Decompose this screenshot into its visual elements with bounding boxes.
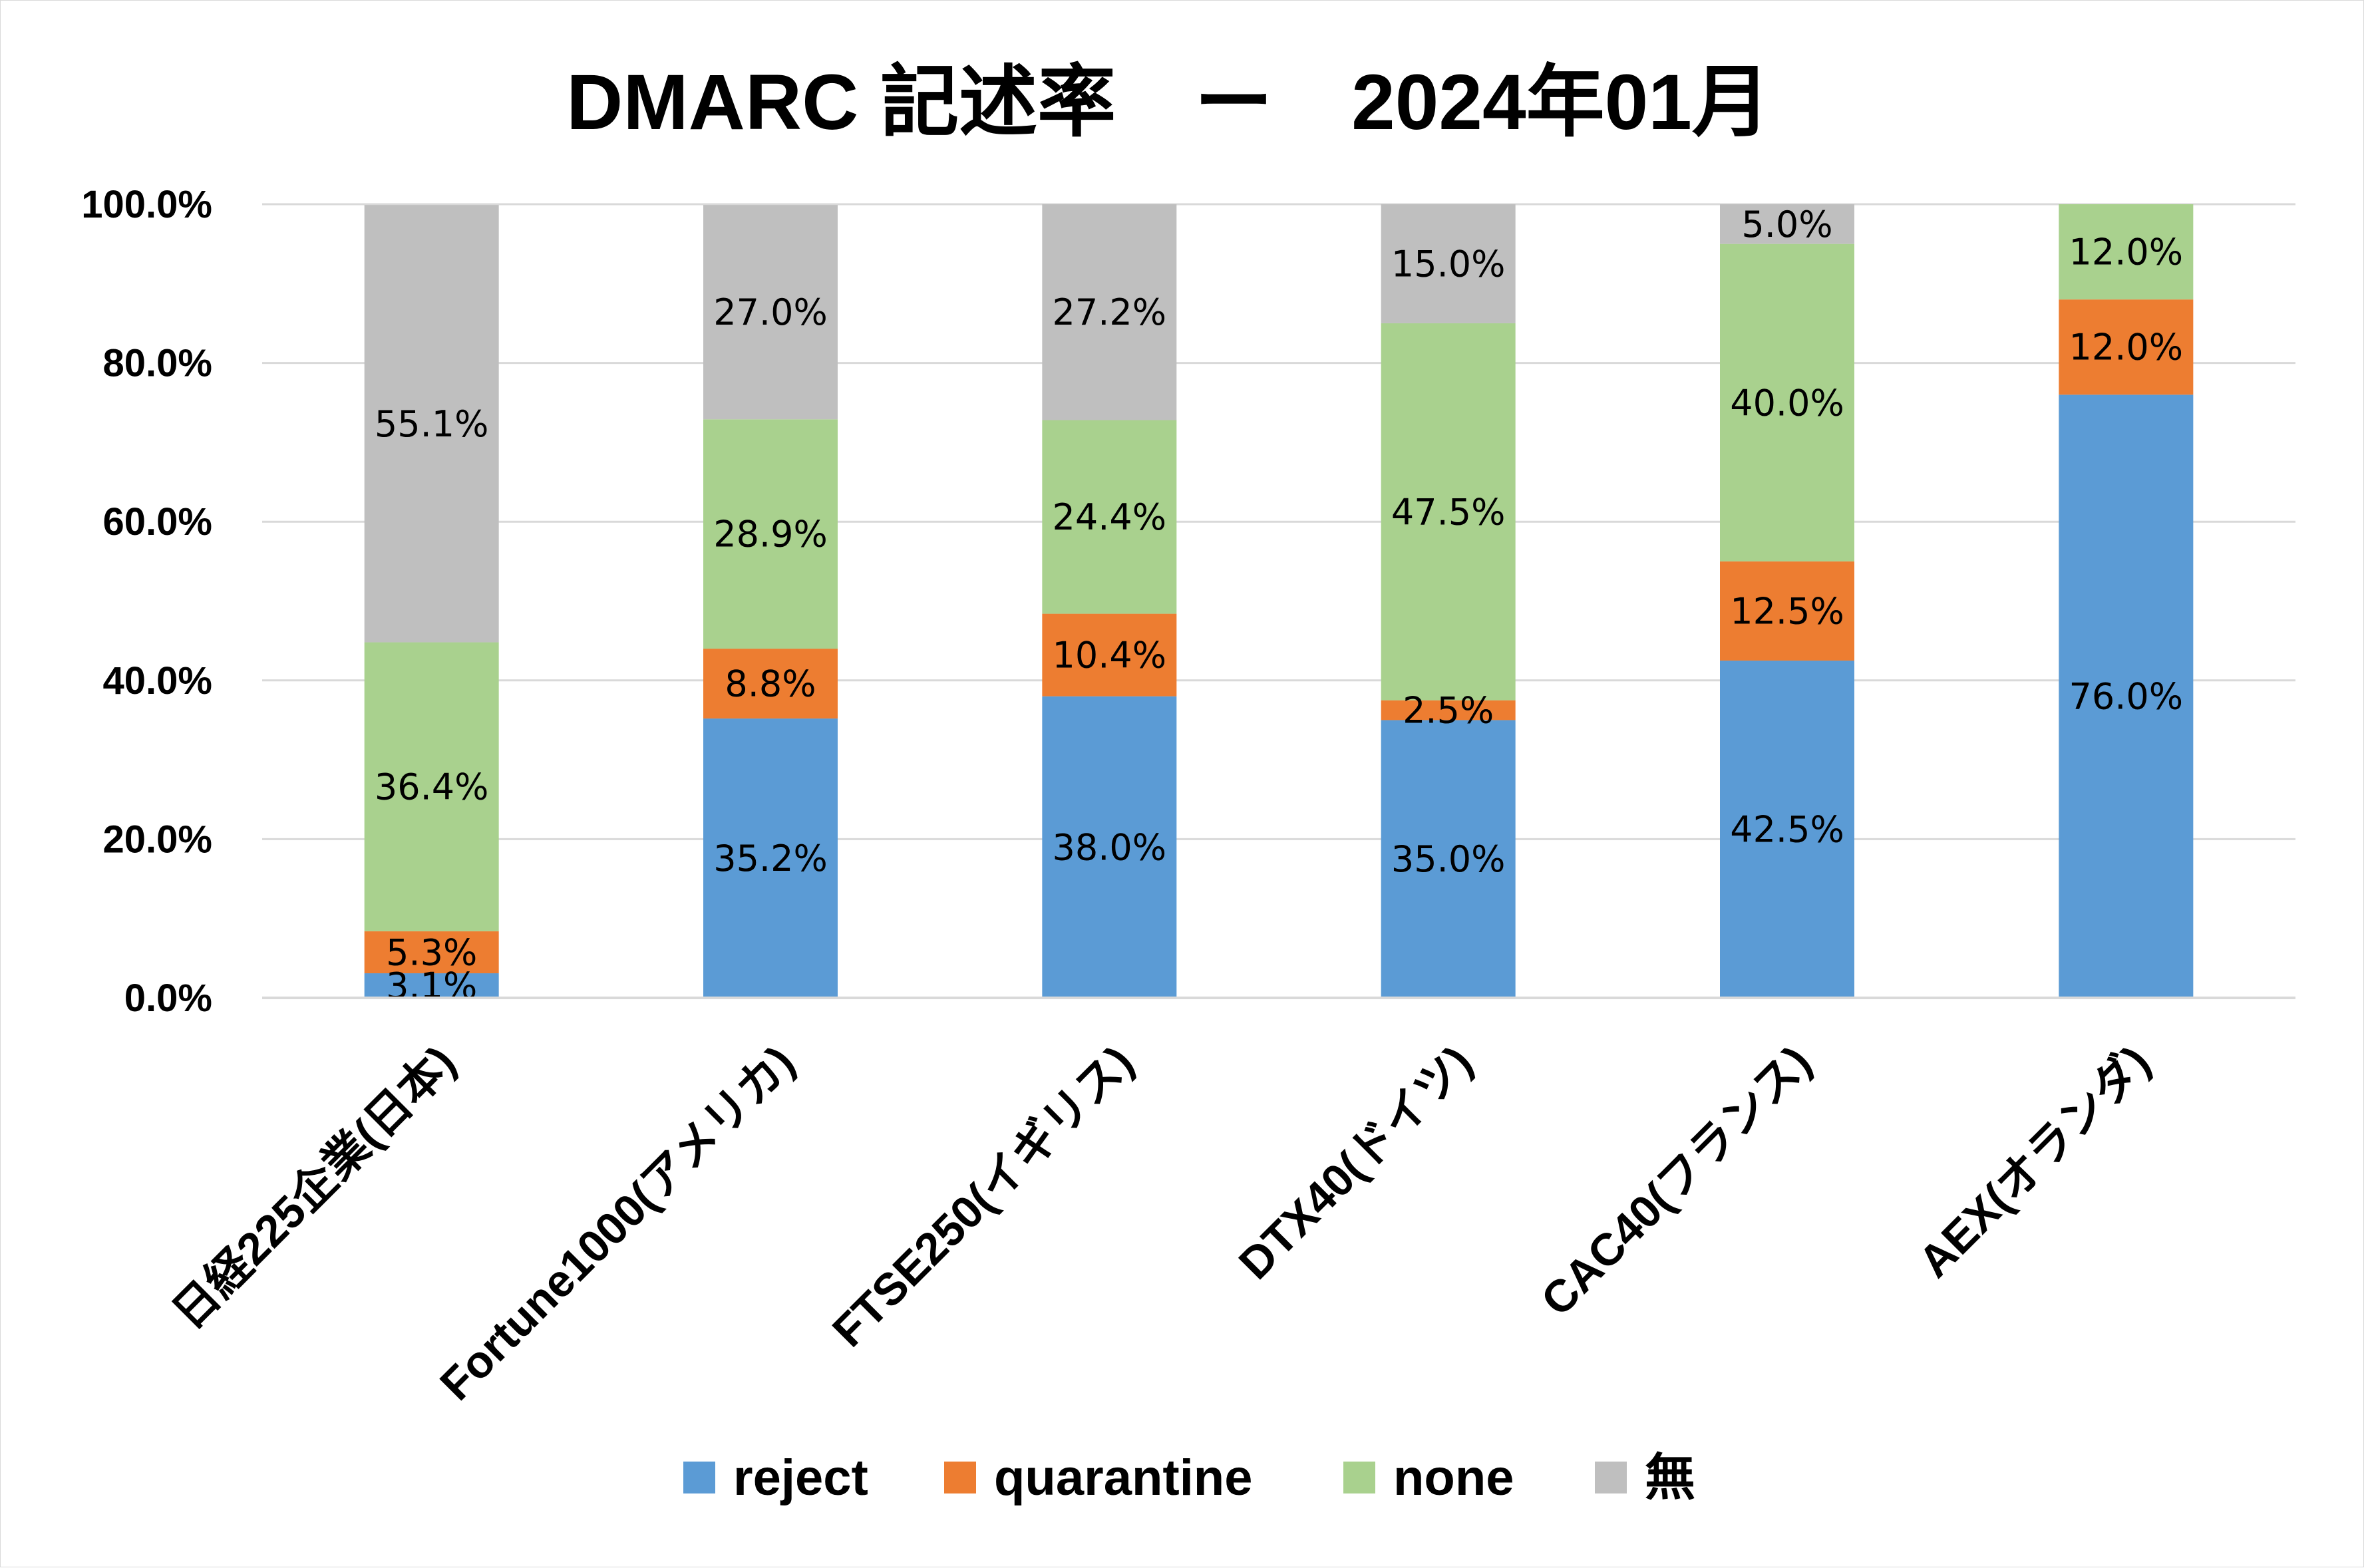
x-tick-label: AEX(オランダ) bbox=[1909, 1036, 2160, 1287]
x-tick-label: CAC40(フランス) bbox=[1532, 1036, 1821, 1326]
bar-segment-none bbox=[364, 642, 499, 931]
data-label: 27.0% bbox=[713, 291, 828, 333]
legend-swatch-none bbox=[1343, 1462, 1375, 1493]
data-label: 36.4% bbox=[375, 766, 489, 808]
bar-segment-reject bbox=[703, 718, 838, 998]
data-label: 47.5% bbox=[1391, 491, 1506, 533]
data-label: 12.0% bbox=[2069, 232, 2184, 273]
legend: reject quarantine none 無 bbox=[683, 1450, 1695, 1506]
legend-swatch-reject bbox=[683, 1462, 715, 1493]
data-label: 27.2% bbox=[1053, 291, 1167, 333]
bar-segment-none bbox=[1042, 420, 1177, 614]
data-label: 35.2% bbox=[713, 838, 828, 879]
data-label: 5.0% bbox=[1741, 204, 1832, 245]
legend-label: reject bbox=[733, 1450, 868, 1506]
bar-segment-reject bbox=[1381, 720, 1516, 998]
bar-segment-reject bbox=[1720, 660, 1854, 998]
bar-segment-無 bbox=[1042, 204, 1177, 420]
legend-label: 無 bbox=[1645, 1450, 1695, 1506]
data-label: 76.0% bbox=[2069, 676, 2184, 718]
bar-segment-none bbox=[2059, 204, 2194, 300]
y-tick-label: 100.0% bbox=[81, 183, 212, 226]
bar-segment-quarantine bbox=[2059, 299, 2194, 395]
bar-segment-quarantine bbox=[1381, 700, 1516, 720]
data-label: 10.4% bbox=[1053, 635, 1167, 677]
bar-segment-quarantine bbox=[1720, 561, 1854, 661]
bars bbox=[364, 204, 2194, 998]
bar-segment-無 bbox=[703, 205, 838, 420]
y-axis-ticks: 0.0% 20.0% 40.0% 60.0% 80.0% 100.0% bbox=[81, 183, 212, 1020]
data-label: 3.1% bbox=[386, 965, 477, 1007]
bar-segment-none bbox=[1381, 323, 1516, 701]
x-axis-ticks: 日経225企業(日本)Fortune1000(アメリカ) FTSE250(イギリス… bbox=[163, 1036, 2160, 1410]
data-label: 5.3% bbox=[386, 931, 477, 973]
bar-segment-reject bbox=[2059, 394, 2194, 998]
y-tick-label: 40.0% bbox=[103, 659, 212, 703]
chart-title: DMARC 記述率 ー 2024年01月 bbox=[566, 59, 1771, 146]
data-label: 38.0% bbox=[1053, 826, 1167, 868]
bar-segment-無 bbox=[364, 205, 499, 643]
data-label: 35.0% bbox=[1391, 838, 1506, 880]
y-tick-label: 80.0% bbox=[103, 342, 212, 385]
data-label: 40.0% bbox=[1730, 382, 1844, 424]
data-label: 8.8% bbox=[725, 663, 816, 705]
legend-swatch-無 bbox=[1595, 1462, 1627, 1493]
bar-segment-無 bbox=[1381, 204, 1516, 323]
bar-segment-reject bbox=[1042, 696, 1177, 998]
bar-segment-quarantine bbox=[1042, 613, 1177, 697]
bar-segment-none bbox=[703, 419, 838, 649]
bar-segment-reject bbox=[364, 973, 499, 998]
legend-label: quarantine bbox=[994, 1450, 1253, 1506]
bar-segment-quarantine bbox=[364, 931, 499, 974]
legend-label: none bbox=[1393, 1450, 1514, 1506]
data-label: 24.4% bbox=[1053, 496, 1167, 538]
legend-swatch-quarantine bbox=[944, 1462, 976, 1493]
data-label: 42.5% bbox=[1730, 808, 1844, 850]
bar-segment-quarantine bbox=[703, 649, 838, 719]
x-tick-label: 日経225企業(日本) bbox=[163, 1036, 465, 1338]
x-tick-label: DTX40(ドイツ) bbox=[1230, 1036, 1482, 1289]
data-label: 28.9% bbox=[713, 514, 828, 555]
data-label: 12.0% bbox=[2069, 327, 2184, 369]
x-tick-label: FTSE250(イギリス) bbox=[823, 1036, 1143, 1356]
y-tick-label: 20.0% bbox=[103, 818, 212, 861]
x-tick-label: Fortune1000(アメリカ) bbox=[430, 1036, 804, 1410]
y-tick-label: 0.0% bbox=[124, 977, 212, 1020]
bar-segment-無 bbox=[1720, 204, 1854, 244]
data-label: 2.5% bbox=[1403, 690, 1494, 732]
y-tick-label: 60.0% bbox=[103, 500, 212, 544]
data-label: 12.5% bbox=[1730, 590, 1844, 632]
bar-segment-none bbox=[1720, 243, 1854, 561]
data-labels: 3.1%5.3% 36.4% 55.1% 35.2% 8.8% 28.9% 27.0% 38.… bbox=[375, 204, 2183, 1007]
data-label: 55.1% bbox=[375, 403, 489, 445]
gridlines bbox=[262, 203, 2295, 840]
data-label: 15.0% bbox=[1391, 243, 1506, 285]
